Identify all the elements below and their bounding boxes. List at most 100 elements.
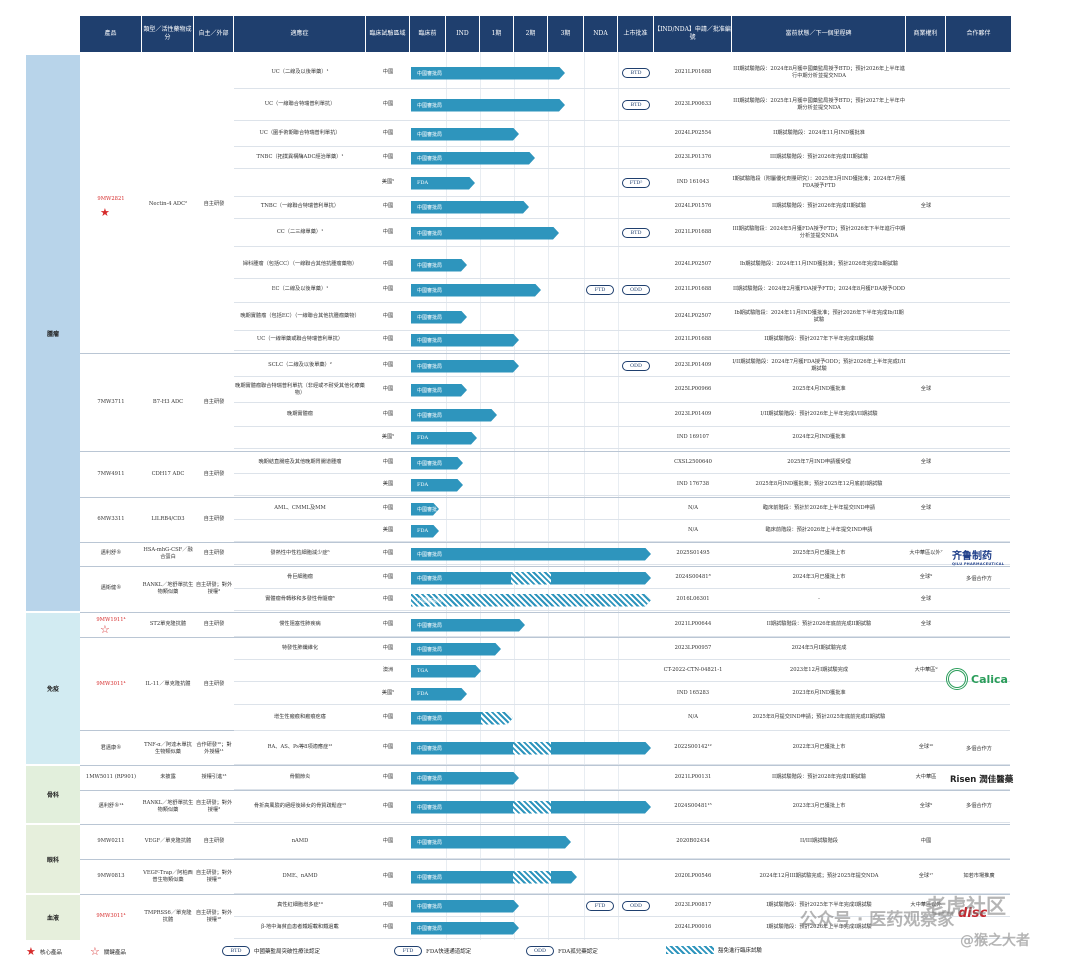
indication-cell: 晚期結直腸癌及其他晚期胃腸道腫瘤 [258,459,342,466]
product-junmaikang[interactable]: 君邁康® [100,745,122,752]
code-cell: 2025LP00966 [674,386,712,393]
product-mailishu-bone[interactable]: 邁利舒®¹⁴ [98,803,124,810]
milestone-cell: 臨床前階段：預計2026年上半年提交IND申請 [765,527,873,534]
indication-cell: 特發性肺纖維化 [281,645,319,652]
header-code: 【IND/NDA】申請／批准編號 [654,16,732,52]
milestone-cell: 2024年12月III期試驗完成；預計2025年提交NDA [759,873,879,880]
milestone-cell: 2025年7月IND申請獲受理 [787,459,851,466]
header-region: 臨床試驗區域 [366,16,410,52]
code-cell: 2021LP00131 [674,774,712,781]
bar-label: 中國審批局 [417,622,443,629]
product-9mw3011-blood[interactable]: 9MW3011⁴ [96,913,126,920]
code-cell: 2024LP01576 [674,203,712,210]
progress-bar: 中國審批局 [411,259,467,272]
code-cell: 2024S00481⁸ [675,574,711,581]
code-cell: 2024LP02507 [674,313,712,320]
product-type: TNF-α／阿達木單抗生物類似藥 [144,741,192,755]
code-cell: 2023LP01376 [674,154,712,161]
code-cell: 2016L06301 [676,596,710,603]
milestone-cell: II期試驗階段：預計2027年下半年完成II期試驗 [764,336,874,343]
region-cell: 中國 [382,873,394,880]
product-9mw0813[interactable]: 9MW0813 [97,873,125,880]
product-type: ST2單克隆抗體 [149,621,187,628]
bar-label: 中國審批局 [417,874,443,881]
milestone-cell: I/II期試驗階段：2024年7月獲FDA授予ODD；預計2026年上半年完成I… [732,358,906,372]
progress-bar: 中國審批局 [411,619,525,632]
rights-cell: 全球⁹ [919,574,933,581]
code-cell: 2020LP00546 [674,873,712,880]
product-source: 自主研發 [203,681,225,688]
milestone-cell: I/II期試驗階段：預計2026年上半年完成I/II期試驗 [760,411,878,418]
rights-cell: 大中華區以外⁷ [909,550,943,557]
rights-cell: 大中華區以外 [910,902,942,909]
indication-cell: nAMD [291,838,309,845]
product-9mw2821[interactable]: 9MW2821 [97,196,125,203]
product-9mw1911[interactable]: 9MW1911⁴ [96,617,126,624]
code-cell: 2024LP02507 [674,261,712,268]
bar-label: 中國審批局 [417,597,443,604]
product-mailishu[interactable]: 邁利舒® [100,550,122,557]
progress-bar: 中國審批局 [411,742,651,755]
designation-badge: FTD [586,285,614,295]
bar-label: TGA [417,668,428,674]
area-ophthalmology: 眼科 [26,825,80,893]
bar-label: 中國審批局 [417,363,443,370]
header-phase1: 1期 [480,16,514,52]
product-9mw0211[interactable]: 9MW0211 [97,838,125,845]
partner-logo-risen: Risen 潤佳醫藥 [950,775,1014,785]
region-cell: 中國 [382,130,394,137]
partner-text: 多個合作方 [966,803,992,810]
progress-bar: 中國審批局 [411,360,519,373]
legend-waiver: 豁免進行臨床試驗 [666,946,762,954]
bar-label: 中國審批局 [417,131,443,138]
region-cell: 中國 [382,803,394,810]
product-type: RANKL／地舒單抗生物類似藥 [142,799,194,813]
rights-cell: 全球 [920,505,932,512]
code-cell: IND 176738 [676,481,710,488]
bar-label: 中國審批局 [417,230,443,237]
region-cell: 中國 [382,744,394,751]
bar-label: 中國審批局 [417,575,443,582]
product-type: HSA-mhG-CSF／融合蛋白 [143,546,193,560]
rights-cell: 中國 [920,838,932,845]
code-cell: 2022S00142¹² [674,744,712,751]
indication-cell: 真性紅細胞增多症¹⁹ [277,902,323,909]
code-cell: 2021LP01688 [674,69,712,76]
bar-label: 中國審批局 [417,204,443,211]
milestone-cell: II期試驗階段：2024年11月IND獲批准 [773,130,865,137]
code-cell: 2020B02434 [676,838,710,845]
product-source: 自主研發 [203,399,225,406]
core-product-icon: ★ [26,945,36,958]
bar-label: 中國審批局 [417,839,443,846]
indication-cell: 骨折高風險的絕經後婦女的骨質疏鬆症¹⁵ [253,803,347,810]
waiver-hatch [513,871,551,884]
region-cell: 中國 [382,838,394,845]
progress-bar: 中國審批局 [411,836,571,849]
product-7mw3711[interactable]: 7MW3711 [97,399,125,406]
product-6mw3311[interactable]: 6MW3311 [97,516,125,523]
product-maiweijian[interactable]: 邁衛健® [100,585,122,592]
progress-bar: 中國審批局 [411,311,467,324]
milestone-cell: 2023年6月IND獲批准 [792,690,846,697]
indication-cell: EC（二線及以後單藥）¹ [271,286,329,293]
milestone-cell: 臨床前階段：預計於2026年上半年提交IND申請 [762,505,876,512]
product-source: 自主研發；對外授權¹⁶ [195,869,233,883]
indication-cell: CC（二三線單藥）¹ [276,229,324,236]
product-type: VEGF／單克隆抗體 [144,838,192,845]
progress-bar: 中國審批局 [411,67,565,80]
product-1mw5011[interactable]: 1MW5011 (RP901) [85,774,137,781]
milestone-cell: II期試驗階段：預計2028年完成II期試驗 [771,774,867,781]
region-cell: 中國 [382,286,394,293]
indication-cell: UC（二線及以後單藥）¹ [271,69,329,76]
product-9mw3011[interactable]: 9MW3011⁴ [96,681,126,688]
milestone-cell: I期試驗階段（附屬優化劑量研究）：2025年3月IND獲批准；2024年7月獲F… [732,175,906,189]
milestone-cell: I期試驗階段：預計2026年上半年完成I期試驗 [766,924,872,931]
progress-bar: 中國審批局 [411,922,519,935]
bar-label: 中國審批局 [417,262,443,269]
product-type: TMPRSS6／單克隆抗體 [144,909,192,923]
product-7mw4911[interactable]: 7MW4911 [97,471,125,478]
indication-cell: TNBC（一線聯合特瑞普利單抗） [260,203,340,210]
milestone-cell: III期試驗階段：預計2026年完成III期試驗 [769,154,869,161]
progress-bar: FDA [411,479,463,492]
legend-btd: BTD 中國藥監局突破性療法認定 [222,946,320,956]
